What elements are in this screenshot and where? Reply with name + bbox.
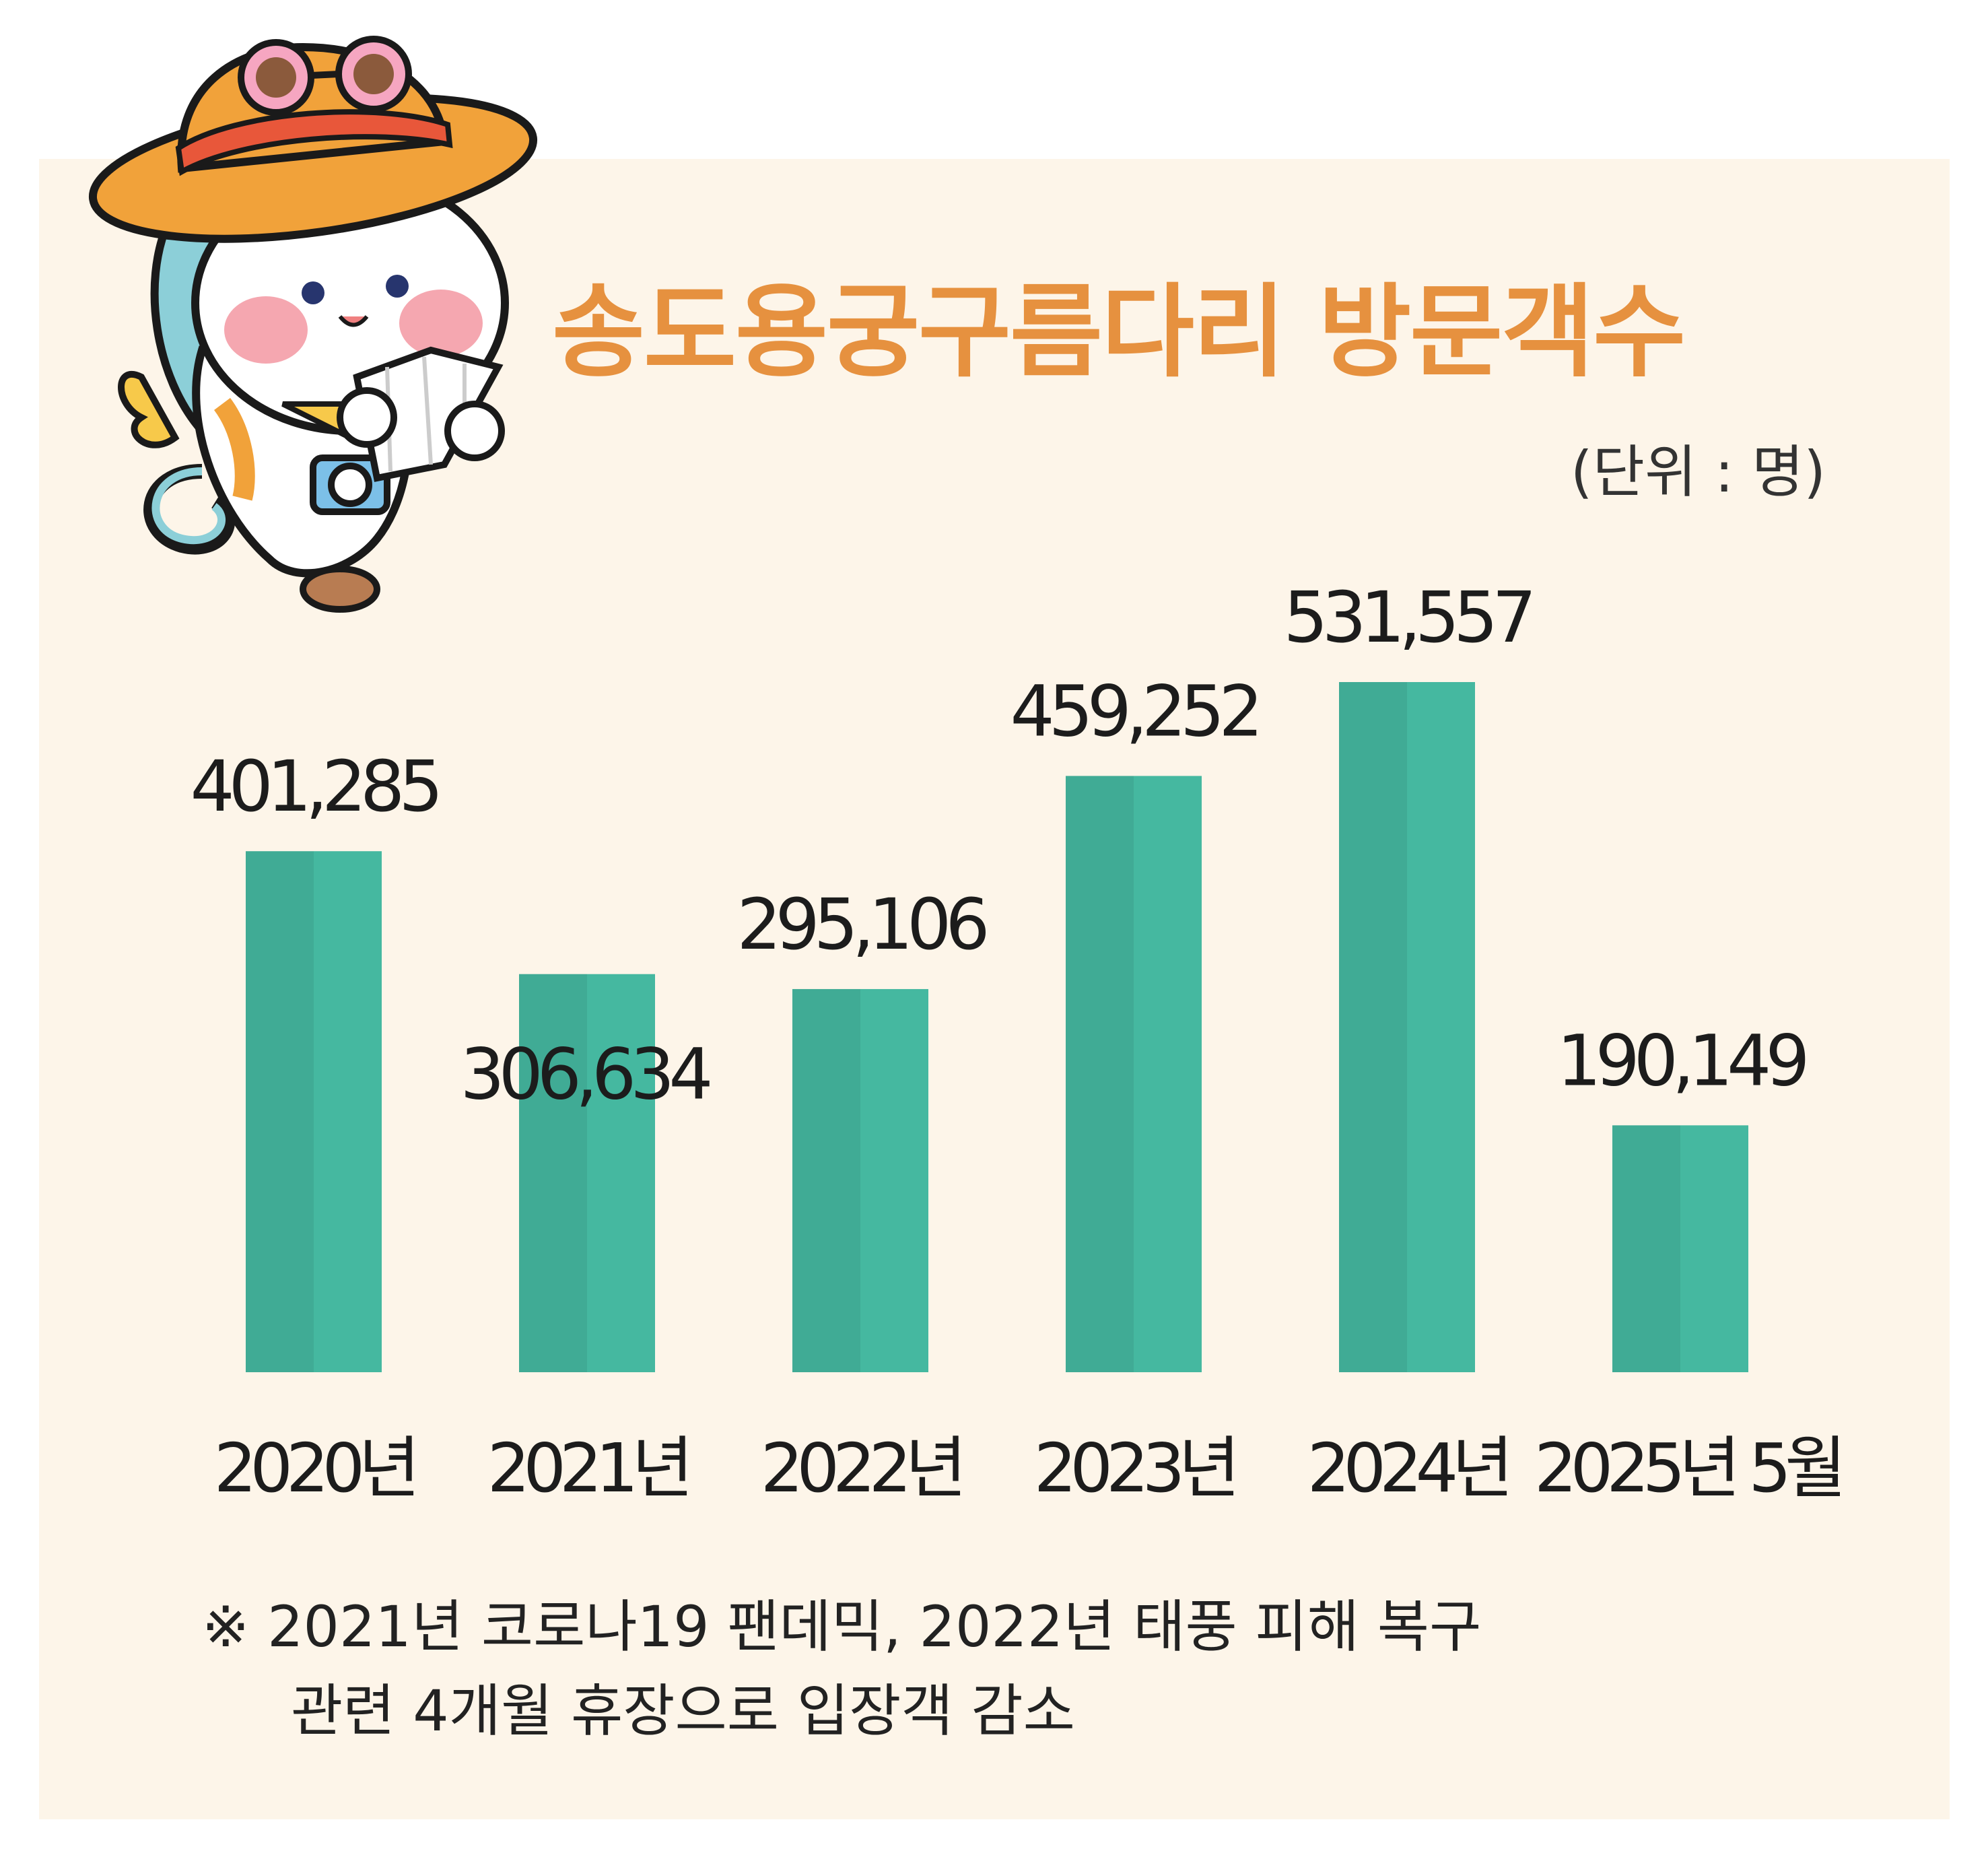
bar-2024-left-half xyxy=(1339,682,1407,1372)
bar-2023 xyxy=(1066,776,1202,1372)
cloud-mascot-with-hat-and-map-icon xyxy=(88,36,538,613)
value-label-2022: 295,106 xyxy=(736,883,986,966)
bar-2021 xyxy=(519,974,655,1372)
category-label-2021: 2021년 xyxy=(487,1429,687,1508)
category-label-2025-may: 2025년 5월 xyxy=(1534,1429,1840,1508)
bar-2020 xyxy=(246,851,382,1372)
bar-2022-left-half xyxy=(792,988,860,1372)
bar-2024-right-half xyxy=(1407,682,1475,1372)
bar-2020-right-half xyxy=(314,851,382,1372)
bar-2024 xyxy=(1339,682,1475,1372)
value-label-2020: 401,285 xyxy=(190,745,438,828)
value-label-2025-may: 190,149 xyxy=(1556,1019,1805,1102)
bar-2023-left-half xyxy=(1066,776,1134,1372)
bar-2023-right-half xyxy=(1134,776,1202,1372)
value-label-2023: 459,252 xyxy=(1010,670,1257,752)
unit-label: (단위 : 명) xyxy=(1571,439,1826,505)
footnote-line-2: 관련 4개월 휴장으로 입장객 감소 xyxy=(291,1678,1075,1744)
bar-2025-may-left-half xyxy=(1612,1125,1680,1372)
value-label-2024: 531,557 xyxy=(1283,576,1531,659)
value-label-2021: 306,634 xyxy=(460,1034,710,1116)
bar-2021-left-half xyxy=(519,974,587,1372)
category-label-2023: 2023년 xyxy=(1034,1429,1234,1508)
footnote-line-1: ※ 2021년 코로나19 팬데믹, 2022년 태풍 피해 복구 xyxy=(202,1594,1481,1660)
bar-2022-right-half xyxy=(860,988,928,1372)
bar-group xyxy=(246,682,1748,1372)
category-label-2024: 2024년 xyxy=(1307,1429,1507,1508)
bar-2020-left-half xyxy=(246,851,314,1372)
category-label-2020: 2020년 xyxy=(214,1429,414,1508)
bar-2021-right-half xyxy=(587,974,655,1372)
bar-2025-may xyxy=(1612,1125,1748,1372)
bar-2022 xyxy=(792,988,928,1372)
bar-2025-may-right-half xyxy=(1680,1125,1748,1372)
category-label-2022: 2022년 xyxy=(761,1429,961,1508)
chart-title: 송도용궁구름다리 방문객수 xyxy=(552,274,1684,391)
